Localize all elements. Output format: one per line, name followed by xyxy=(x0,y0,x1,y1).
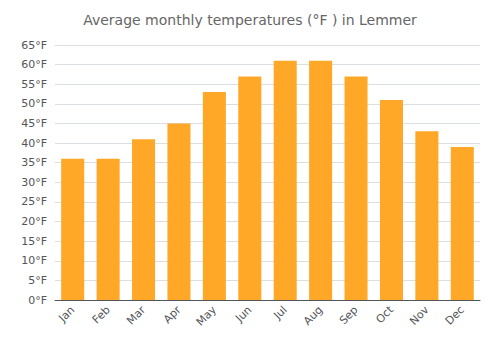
svg-text:Sep: Sep xyxy=(337,303,361,327)
svg-text:25°F: 25°F xyxy=(21,195,47,208)
svg-text:Apr: Apr xyxy=(161,303,184,326)
svg-text:5°F: 5°F xyxy=(28,274,47,287)
svg-text:May: May xyxy=(194,303,220,329)
svg-text:15°F: 15°F xyxy=(21,235,47,248)
svg-text:Nov: Nov xyxy=(407,303,432,328)
svg-text:65°F: 65°F xyxy=(21,39,47,52)
svg-text:Mar: Mar xyxy=(124,303,148,327)
svg-text:10°F: 10°F xyxy=(21,254,47,267)
svg-text:Aug: Aug xyxy=(301,303,325,327)
svg-text:45°F: 45°F xyxy=(21,117,47,130)
svg-text:60°F: 60°F xyxy=(21,58,47,71)
svg-text:Dec: Dec xyxy=(443,303,467,327)
svg-text:55°F: 55°F xyxy=(21,78,47,91)
svg-text:Average monthly temperatures (: Average monthly temperatures (°F ) in Le… xyxy=(83,12,417,28)
svg-text:Jun: Jun xyxy=(232,303,254,325)
svg-text:Jul: Jul xyxy=(271,303,290,322)
svg-text:35°F: 35°F xyxy=(21,156,47,169)
svg-text:40°F: 40°F xyxy=(21,137,47,150)
svg-text:Oct: Oct xyxy=(373,303,396,326)
svg-text:50°F: 50°F xyxy=(21,97,47,110)
svg-text:30°F: 30°F xyxy=(21,176,47,189)
svg-text:0°F: 0°F xyxy=(28,294,47,307)
svg-text:Jan: Jan xyxy=(55,303,77,325)
svg-text:20°F: 20°F xyxy=(21,215,47,228)
svg-text:Feb: Feb xyxy=(90,303,113,326)
